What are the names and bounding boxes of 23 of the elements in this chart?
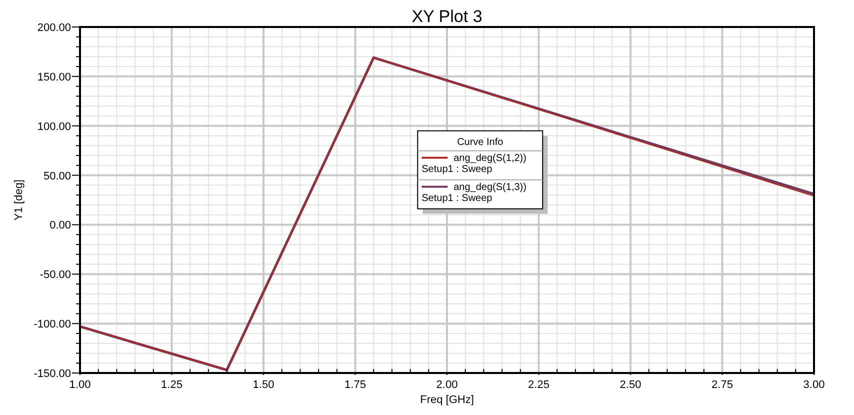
y-tick-label: 50.00 — [43, 170, 71, 182]
y-tick-label: 0.00 — [50, 220, 71, 232]
chart-title: XY Plot 3 — [412, 7, 482, 26]
y-axis-title: Y1 [deg] — [13, 180, 25, 220]
x-tick-label: 1.50 — [252, 379, 274, 391]
x-tick-label: 3.00 — [803, 379, 825, 391]
legend-label: ang_deg(S(1,2)) Setup1 : Sweep — [422, 152, 526, 175]
y-tick-label: 150.00 — [37, 71, 71, 84]
x-tick-label: 1.00 — [69, 379, 91, 391]
y-tick-label: 100.00 — [37, 120, 71, 133]
y-tick-label: -150.00 — [34, 368, 71, 380]
x-tick-label: 1.75 — [344, 379, 366, 391]
y-tick-label: -50.00 — [40, 269, 71, 282]
x-tick-label: 2.00 — [436, 379, 458, 391]
y-tick-label: 200.00 — [37, 22, 71, 34]
legend-title: Curve Info — [457, 136, 504, 148]
x-tick-label: 2.25 — [528, 379, 550, 391]
x-axis-title: Freq [GHz] — [420, 394, 474, 406]
x-tick-label: 2.75 — [712, 379, 733, 391]
x-tick-label: 2.50 — [620, 379, 642, 391]
legend-label: ang_deg(S(1,3)) Setup1 : Sweep — [422, 182, 526, 204]
y-tick-label: -100.00 — [34, 318, 71, 331]
x-tick-label: 1.25 — [161, 379, 182, 391]
